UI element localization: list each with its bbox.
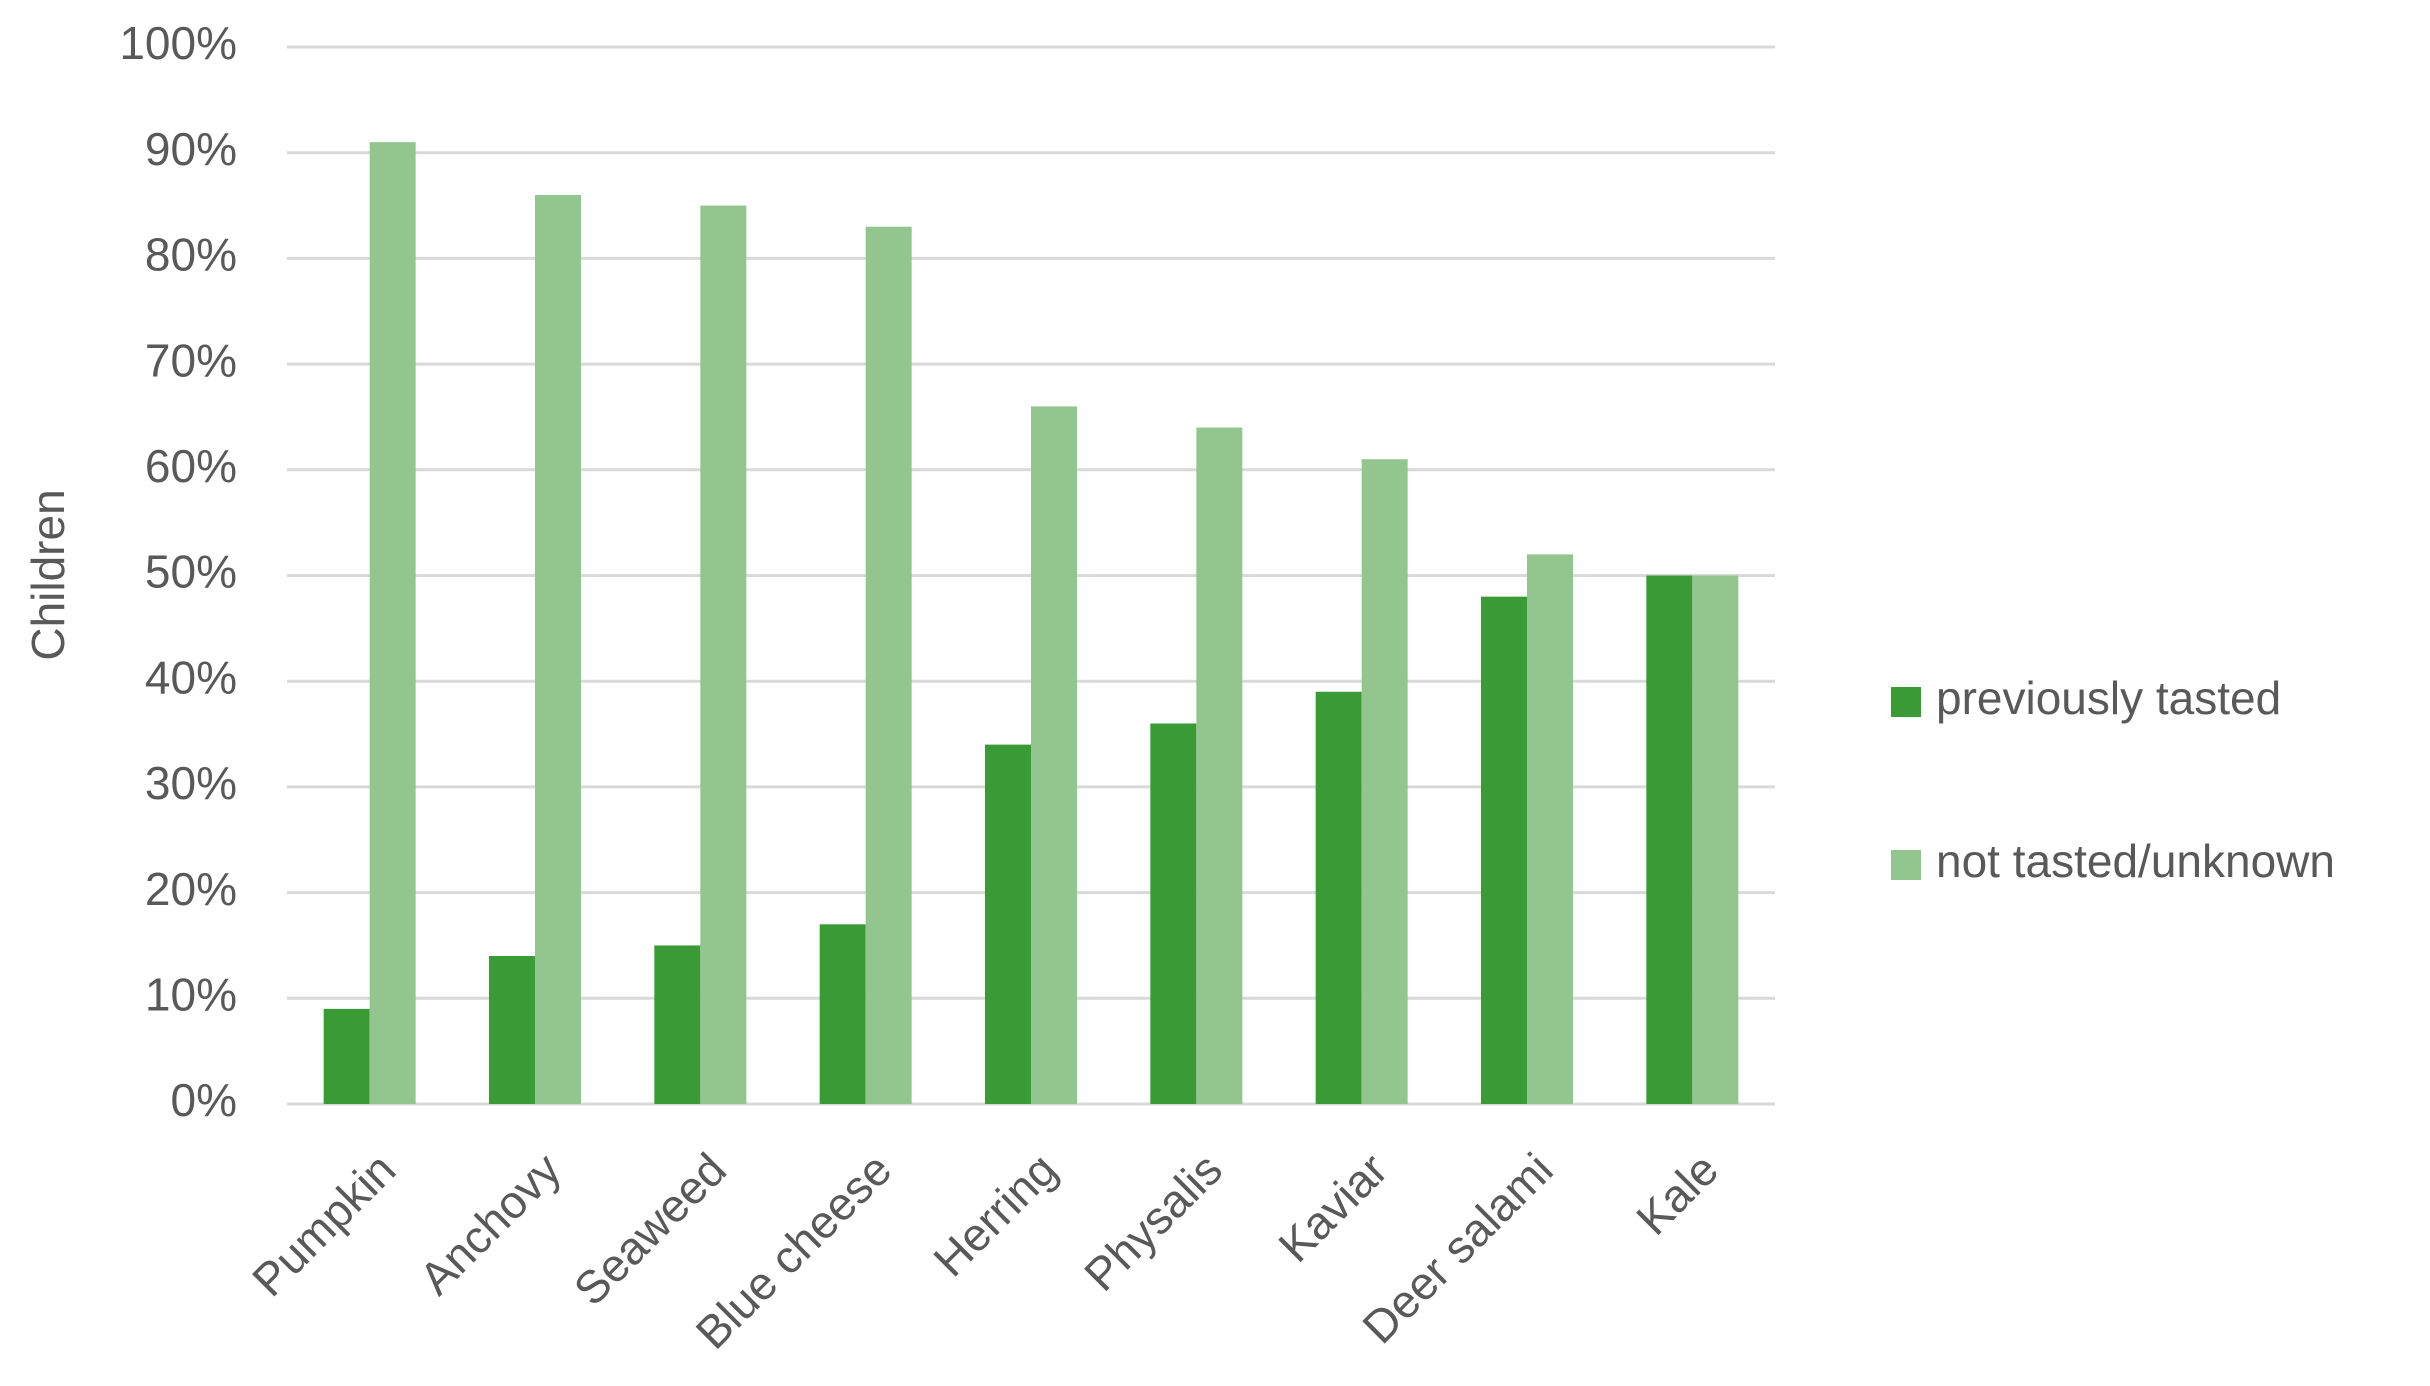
legend-label: not tasted/unknown: [1936, 835, 2335, 887]
legend-label: previously tasted: [1936, 672, 2281, 724]
x-tick-label: Seaweed: [564, 1143, 736, 1315]
y-tick-label: 40%: [145, 651, 237, 703]
x-tick-label: Anchovy: [409, 1143, 571, 1305]
bar: [654, 945, 701, 1104]
y-tick-label: 10%: [145, 968, 237, 1020]
bar: [1315, 691, 1362, 1104]
bar: [1481, 596, 1527, 1104]
x-tick-label: Physalis: [1074, 1143, 1232, 1301]
x-tick-label: Kale: [1626, 1143, 1728, 1245]
y-tick-label: 60%: [145, 440, 237, 492]
bar: [535, 194, 581, 1105]
bar: [489, 956, 535, 1104]
bar: [1692, 575, 1739, 1104]
x-tick-label: Herring: [923, 1143, 1066, 1286]
bar: [985, 744, 1031, 1104]
bar: [1361, 459, 1408, 1105]
bar: [1196, 427, 1243, 1104]
y-tick-label: 50%: [145, 546, 237, 598]
bar: [865, 226, 912, 1104]
bar: [819, 924, 866, 1104]
y-tick-label: 80%: [145, 229, 237, 281]
y-tick-label: 20%: [145, 863, 237, 915]
y-tick-label: 90%: [145, 123, 237, 175]
legend-swatch: [1891, 850, 1921, 880]
bar: [1646, 575, 1693, 1104]
y-tick-label: 70%: [145, 334, 237, 386]
bar: [369, 142, 416, 1104]
bar: [1150, 723, 1197, 1104]
y-axis-label: Children: [22, 489, 74, 660]
y-tick-label: 100%: [119, 17, 237, 69]
bar: [1527, 554, 1573, 1104]
x-tick-label: Pumpkin: [242, 1143, 405, 1306]
legend-swatch: [1891, 687, 1921, 717]
bar: [323, 1008, 370, 1104]
y-tick-label: 0%: [171, 1074, 237, 1126]
bar: [700, 205, 747, 1105]
bar: [1031, 406, 1077, 1104]
y-tick-label: 30%: [145, 757, 237, 809]
x-tick-label: Kaviar: [1268, 1143, 1397, 1272]
